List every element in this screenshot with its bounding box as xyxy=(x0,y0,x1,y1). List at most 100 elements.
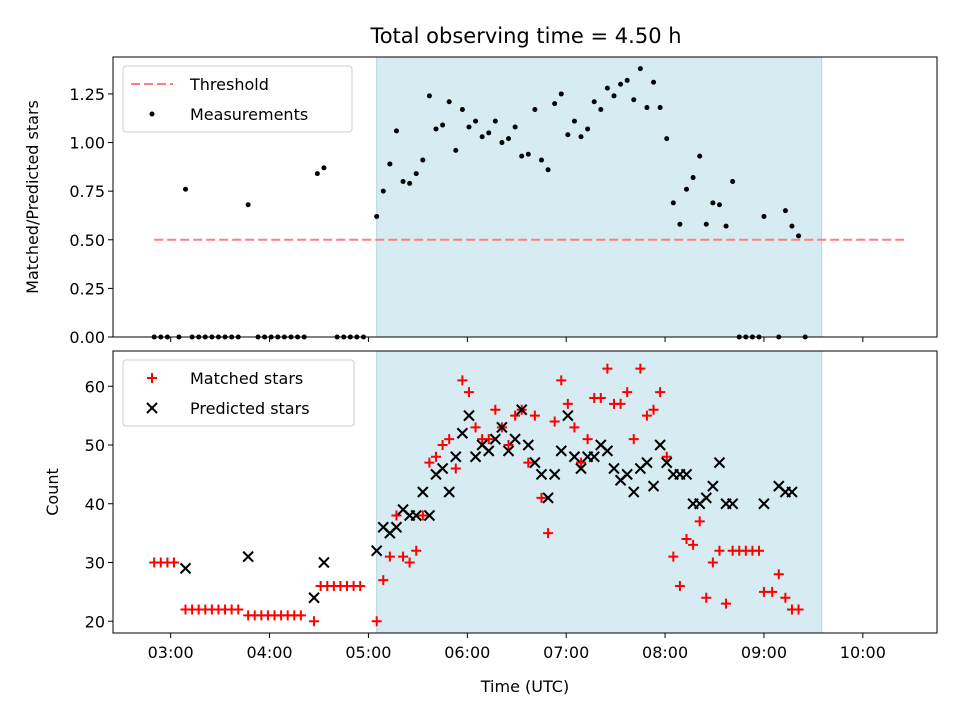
matched-stars-point xyxy=(562,398,573,409)
legend-measurements-label: Measurements xyxy=(190,105,308,124)
measurement-point xyxy=(730,178,736,184)
measurement-point xyxy=(710,200,716,206)
predicted-stars-point xyxy=(242,550,254,563)
measurement-point xyxy=(374,213,380,219)
measurement-point xyxy=(690,175,696,181)
measurement-point xyxy=(618,81,624,87)
y-tick-label: 0.25 xyxy=(69,279,105,298)
predicted-stars-point xyxy=(522,439,535,451)
predicted-stars-point xyxy=(483,445,495,457)
predicted-stars-point xyxy=(726,498,739,510)
count-legend-box xyxy=(122,359,355,427)
matched-stars-point xyxy=(378,575,389,586)
measurement-point xyxy=(506,136,512,142)
predicted-stars-point xyxy=(641,456,653,469)
legend-matched-marker xyxy=(147,373,157,383)
matched-stars-point xyxy=(536,492,547,503)
measurement-point xyxy=(565,132,571,138)
y-tick-label: 1.00 xyxy=(69,134,105,153)
matched-stars-point xyxy=(707,557,718,568)
plus-marker xyxy=(147,373,157,383)
y-tick-label: 0.00 xyxy=(69,328,105,347)
matched-stars-point xyxy=(384,551,395,562)
y-tick-label: 50 xyxy=(85,436,105,455)
matched-stars-point xyxy=(404,557,415,568)
measurement-point xyxy=(782,208,788,214)
matched-stars-point xyxy=(714,545,725,556)
predicted-stars-point xyxy=(608,462,620,475)
measurement-point xyxy=(644,105,650,111)
matched-stars-point xyxy=(615,398,626,409)
x-tick-label: 05:00 xyxy=(345,643,391,662)
predicted-stars-point xyxy=(654,439,666,451)
predicted-stars-point xyxy=(456,427,469,439)
predicted-stars-point xyxy=(423,509,436,522)
predicted-stars-point xyxy=(542,492,554,504)
matched-stars-point xyxy=(529,410,540,421)
measurement-point xyxy=(459,107,465,112)
chart-title: Total observing time = 4.50 h xyxy=(369,24,681,48)
ratio-axes-ticks: 0.00 0.25 0.50 0.75 1.00 1.25 xyxy=(69,85,864,347)
measurement-point xyxy=(519,153,525,159)
predicted-stars-point xyxy=(628,486,640,498)
matched-stars-point xyxy=(309,616,320,627)
measurement-point xyxy=(703,221,709,227)
matched-stars-point xyxy=(688,539,699,550)
matched-stars-point xyxy=(490,404,501,415)
measurement-point xyxy=(426,93,432,99)
measurement-point xyxy=(697,153,703,159)
measurement-point xyxy=(446,99,452,105)
predicted-stars-point xyxy=(502,445,515,457)
legend-measurements-marker xyxy=(149,111,155,117)
predicted-stars-point xyxy=(489,433,502,445)
measurement-point xyxy=(245,202,251,208)
measurement-point xyxy=(761,213,767,219)
measurement-point xyxy=(716,202,722,208)
measurement-point xyxy=(387,161,393,167)
legend-threshold-label: Threshold xyxy=(189,75,269,94)
measurement-point xyxy=(624,77,630,83)
matched-stars-point xyxy=(437,440,448,450)
measurement-point xyxy=(512,124,518,130)
measurement-point xyxy=(440,122,446,128)
predicted-stars-point xyxy=(575,462,587,475)
predicted-stars-point xyxy=(535,468,548,481)
ratio-legend-box xyxy=(122,65,353,133)
matched-stars-point xyxy=(510,410,521,421)
measurement-point xyxy=(433,126,439,132)
measurement-point xyxy=(479,134,485,140)
observing-span xyxy=(376,56,823,338)
matched-stars-point xyxy=(793,604,804,615)
predicted-stars-point xyxy=(568,451,581,463)
measurement-point xyxy=(723,223,729,229)
predicted-stars-point xyxy=(515,404,528,416)
matched-stars-point xyxy=(582,434,593,445)
ratio-panel-frame xyxy=(112,56,938,338)
measurement-point xyxy=(420,157,426,163)
predicted-stars-point xyxy=(758,498,770,510)
predicted-stars-point xyxy=(601,445,614,457)
matched-stars-point xyxy=(523,457,534,468)
y-tick-label: 1.25 xyxy=(69,85,105,104)
predicted-stars-point xyxy=(562,409,574,422)
measurement-point xyxy=(657,105,663,111)
matched-stars-point xyxy=(780,592,791,603)
measurement-point xyxy=(651,79,657,85)
measurement-point xyxy=(400,178,406,184)
predicted-stars-point xyxy=(410,509,422,522)
y-tick-label: 40 xyxy=(85,495,105,514)
predicted-stars-point xyxy=(443,486,455,498)
matched-stars-point xyxy=(371,616,382,627)
matched-stars-point xyxy=(602,363,613,374)
measurement-point xyxy=(321,165,327,171)
measurement-point xyxy=(380,188,386,194)
predicted-stars-point xyxy=(450,451,462,463)
measurement-point xyxy=(558,91,564,97)
measurement-point xyxy=(684,186,690,192)
matched-stars-point xyxy=(503,440,514,450)
predicted-stars-point xyxy=(786,486,798,498)
matched-stars-point xyxy=(168,557,179,568)
predicted-stars-point xyxy=(469,451,482,463)
predicted-stars-point xyxy=(680,468,693,481)
